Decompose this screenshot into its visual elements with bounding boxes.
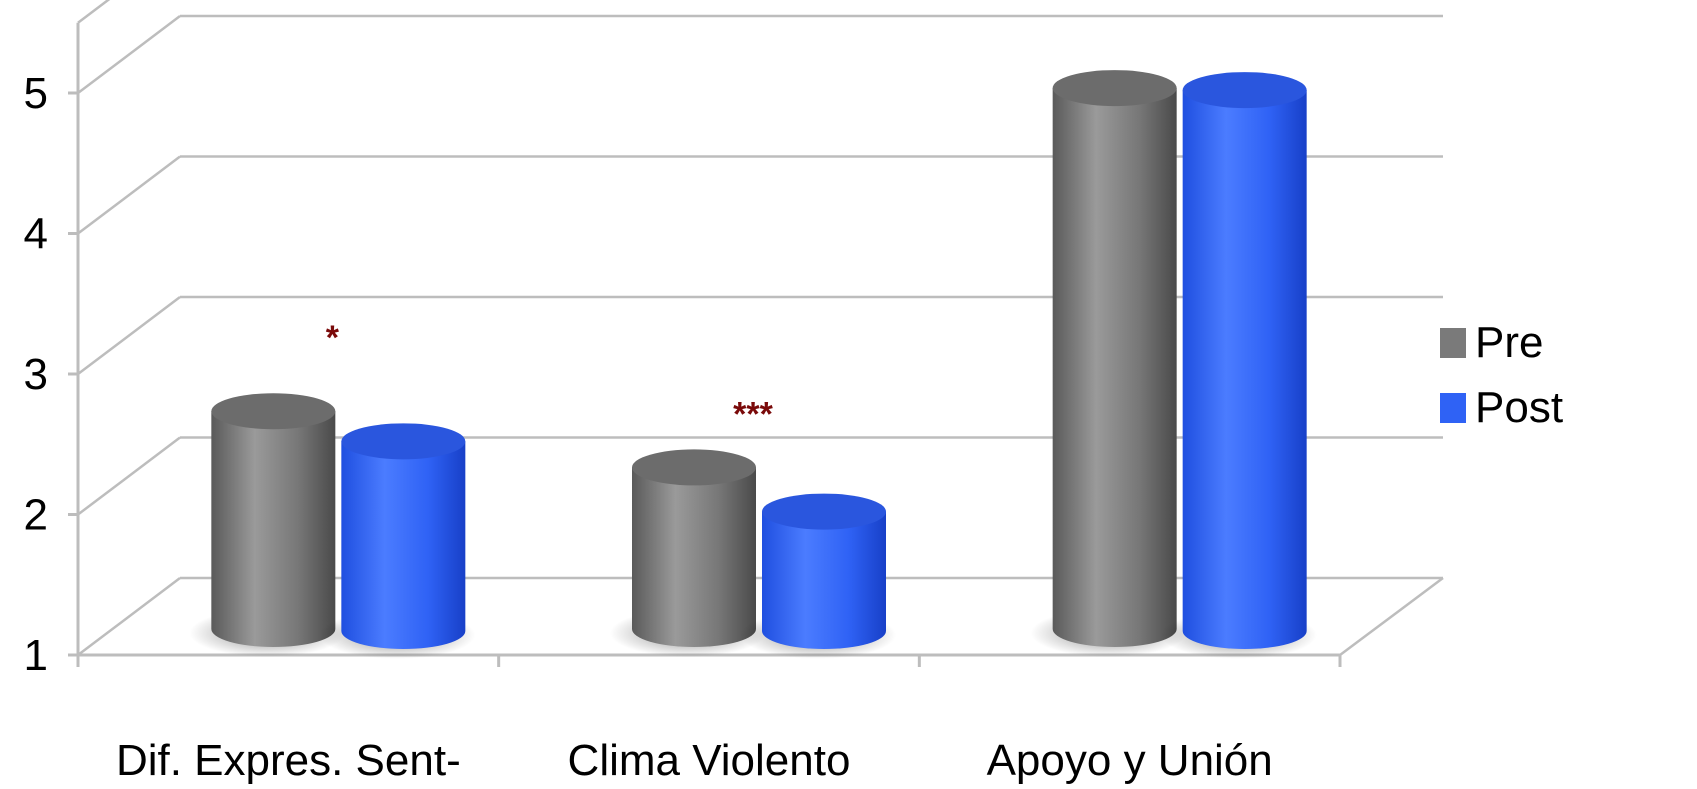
y-tick-label: 1 (24, 631, 48, 680)
bar-pre-body (211, 411, 336, 647)
legend-label-pre: Pre (1475, 318, 1543, 367)
gridline-diagonal (77, 15, 181, 94)
floor-edge (1339, 576, 1444, 657)
labels-layer: Dif. Expres. Sent- Clima Violento Apoyo y … (116, 319, 1273, 785)
legend: Pre Post (1440, 318, 1563, 432)
y-tick-label: 2 (24, 491, 48, 540)
bar-pre-body (1052, 88, 1177, 648)
legend-label-post: Post (1475, 383, 1563, 432)
x-category-label: Clima Violento (568, 736, 851, 785)
significance-annotation: * (326, 319, 340, 357)
bar-pre-top (632, 449, 756, 486)
x-category-label: Dif. Expres. Sent- (116, 736, 461, 785)
gridline-diagonal (77, 0, 111, 24)
bar-post-body (762, 511, 886, 649)
gridline-diagonal (77, 155, 181, 235)
gridline-diagonal (77, 436, 181, 516)
y-tick-label: 4 (24, 210, 48, 259)
bars-layer (189, 70, 1317, 659)
bar-post-body (1182, 90, 1307, 649)
bar-post-body (341, 441, 466, 649)
y-tick-label: 3 (24, 350, 48, 399)
bar-pre-top (1052, 70, 1177, 107)
y-tick-label: 5 (24, 69, 48, 118)
bar-pre-top (211, 393, 336, 430)
legend-swatch-pre (1440, 328, 1466, 358)
legend-swatch-post (1440, 393, 1466, 423)
significance-annotation: *** (733, 395, 773, 433)
gridline-diagonal (77, 296, 181, 375)
bar-pre-body (632, 467, 756, 647)
bar-post-top (762, 493, 886, 530)
bar-post-top (1182, 72, 1307, 109)
x-category-label: Apoyo y Unión (987, 736, 1273, 785)
gridline-diagonal (77, 577, 181, 656)
bar-post-top (341, 423, 466, 460)
